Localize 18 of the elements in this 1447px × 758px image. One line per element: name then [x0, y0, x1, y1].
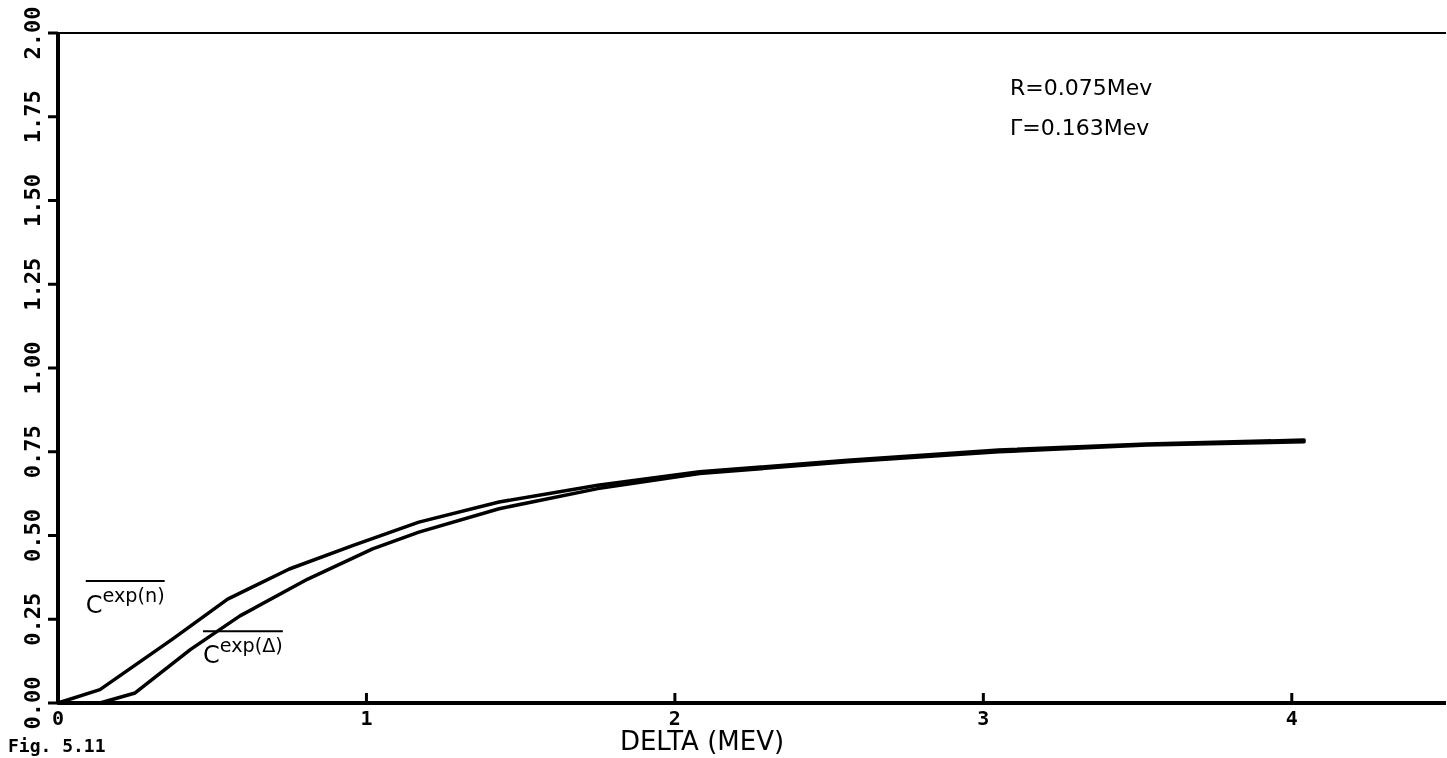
y-tick-label: 0.25: [20, 592, 45, 646]
y-tick-label: 0.00: [20, 676, 45, 730]
caption: Fig. 5.11: [8, 735, 106, 756]
x-tick-label: 1: [360, 706, 373, 730]
legend-label: C$^{exp(n)}$: [85, 583, 165, 619]
y-tick-label: 0.50: [20, 509, 45, 562]
annotation: Γ=0.163Mev: [1010, 115, 1150, 140]
annotation: R=0.075Mev: [1010, 75, 1153, 100]
y-tick-label: 1.75: [20, 90, 45, 144]
y-tick-label: 1.25: [20, 257, 45, 311]
x-tick-label: 3: [977, 706, 990, 730]
y-tick-label: 1.00: [20, 341, 45, 395]
x-tick-label: 4: [1285, 706, 1298, 730]
legend-label: C$^{exp(Δ)}$: [202, 633, 283, 669]
y-tick-label: 2.00: [20, 6, 45, 60]
y-tick-label: 0.75: [20, 425, 45, 479]
y-tick-label: 1.50: [20, 174, 45, 227]
x-tick-label: 0: [51, 706, 65, 730]
